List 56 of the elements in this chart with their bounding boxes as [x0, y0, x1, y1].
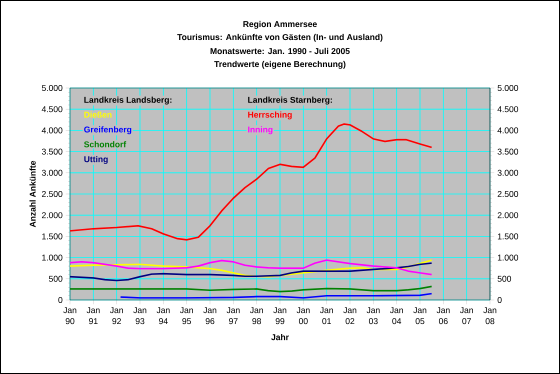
y-tick-label: 3.000 — [42, 170, 62, 176]
text: Monatswerte: Jan. 1990 - Juli 2005 — [210, 48, 350, 54]
x-tick-label: Jan 02 — [343, 307, 356, 324]
chart-subtitle: Tourismus: Ankünfte von Gästen (In- und Ausland) — [177, 34, 382, 42]
x-axis-title: Jahr — [271, 334, 289, 340]
text: Dießen — [84, 111, 112, 118]
x-tick-label: Jan 92 — [110, 307, 123, 324]
x-tick-label: Jan 03 — [366, 307, 380, 324]
text: Schondorf — [84, 141, 126, 148]
y2-tick-label: 0 — [498, 297, 502, 303]
x-tick-label: Jan 06 — [436, 307, 450, 324]
y-tick-label: 5.000 — [42, 85, 62, 91]
y2-tick-label: 4.000 — [497, 127, 518, 134]
y2-tick-label: 500 — [498, 276, 512, 282]
line-series — [69, 123, 432, 241]
y-tick-label: 4.500 — [42, 106, 62, 112]
y-tick-label: 1.500 — [42, 233, 62, 240]
y2-tick-label: 1.500 — [498, 233, 518, 240]
annotation: Landkreis Landsberg: — [84, 96, 172, 105]
x-tick-label: Jan 99 — [273, 307, 286, 324]
y2-tick-label: 3.500 — [498, 148, 518, 155]
chart-title: Region Ammersee — [243, 20, 317, 29]
x-tick-label: Jan 97 — [226, 307, 240, 324]
y-tick-label: 1.000 — [42, 254, 62, 261]
y2-tick-label: 1.000 — [498, 254, 518, 261]
y2-tick-label: 5.000 — [498, 85, 518, 91]
y-tick-label: 3.500 — [42, 148, 62, 155]
y2-tick-label: 2.000 — [498, 212, 518, 218]
y2-tick-label: 3.000 — [498, 170, 518, 176]
x-tick-label: Jan 04 — [390, 307, 403, 324]
x-tick-label: Jan 05 — [413, 307, 426, 324]
x-tick-label: Jan 95 — [180, 307, 193, 324]
y-tick-label: 0 — [58, 297, 62, 303]
text: Utting — [84, 156, 108, 164]
y-tick-label: 500 — [48, 276, 62, 282]
text: Greifenberg — [84, 126, 132, 134]
text: Inning — [248, 126, 272, 134]
y-axis-title: Anzahl Ankünfte — [29, 160, 36, 228]
x-tick-label: Jan 07 — [460, 307, 473, 324]
y2-tick-label: 2.500 — [498, 191, 518, 197]
x-tick-label: Jan 08 — [483, 307, 496, 324]
annotation: Landkreis Starnberg: — [248, 96, 332, 105]
y-tick-label: 2.500 — [42, 191, 62, 197]
x-tick-label: Jan 93 — [133, 307, 146, 324]
x-tick-label: Jan 98 — [250, 307, 263, 324]
y2-tick-label: 4.500 — [497, 106, 518, 112]
x-tick-label: Jan 00 — [296, 307, 310, 324]
text: Herrsching — [248, 111, 292, 120]
y-tick-label: 2.000 — [42, 212, 62, 218]
text: Trendwerte (eigene Berechnung) — [214, 60, 346, 69]
x-tick-label: Jan 91 — [86, 307, 100, 324]
x-tick-label: Jan 96 — [203, 307, 216, 324]
x-tick-label: Jan 01 — [320, 307, 333, 324]
x-tick-label: Jan 94 — [156, 307, 170, 324]
y-tick-label: 4.000 — [42, 127, 62, 134]
x-tick-label: Jan 90 — [63, 307, 76, 324]
